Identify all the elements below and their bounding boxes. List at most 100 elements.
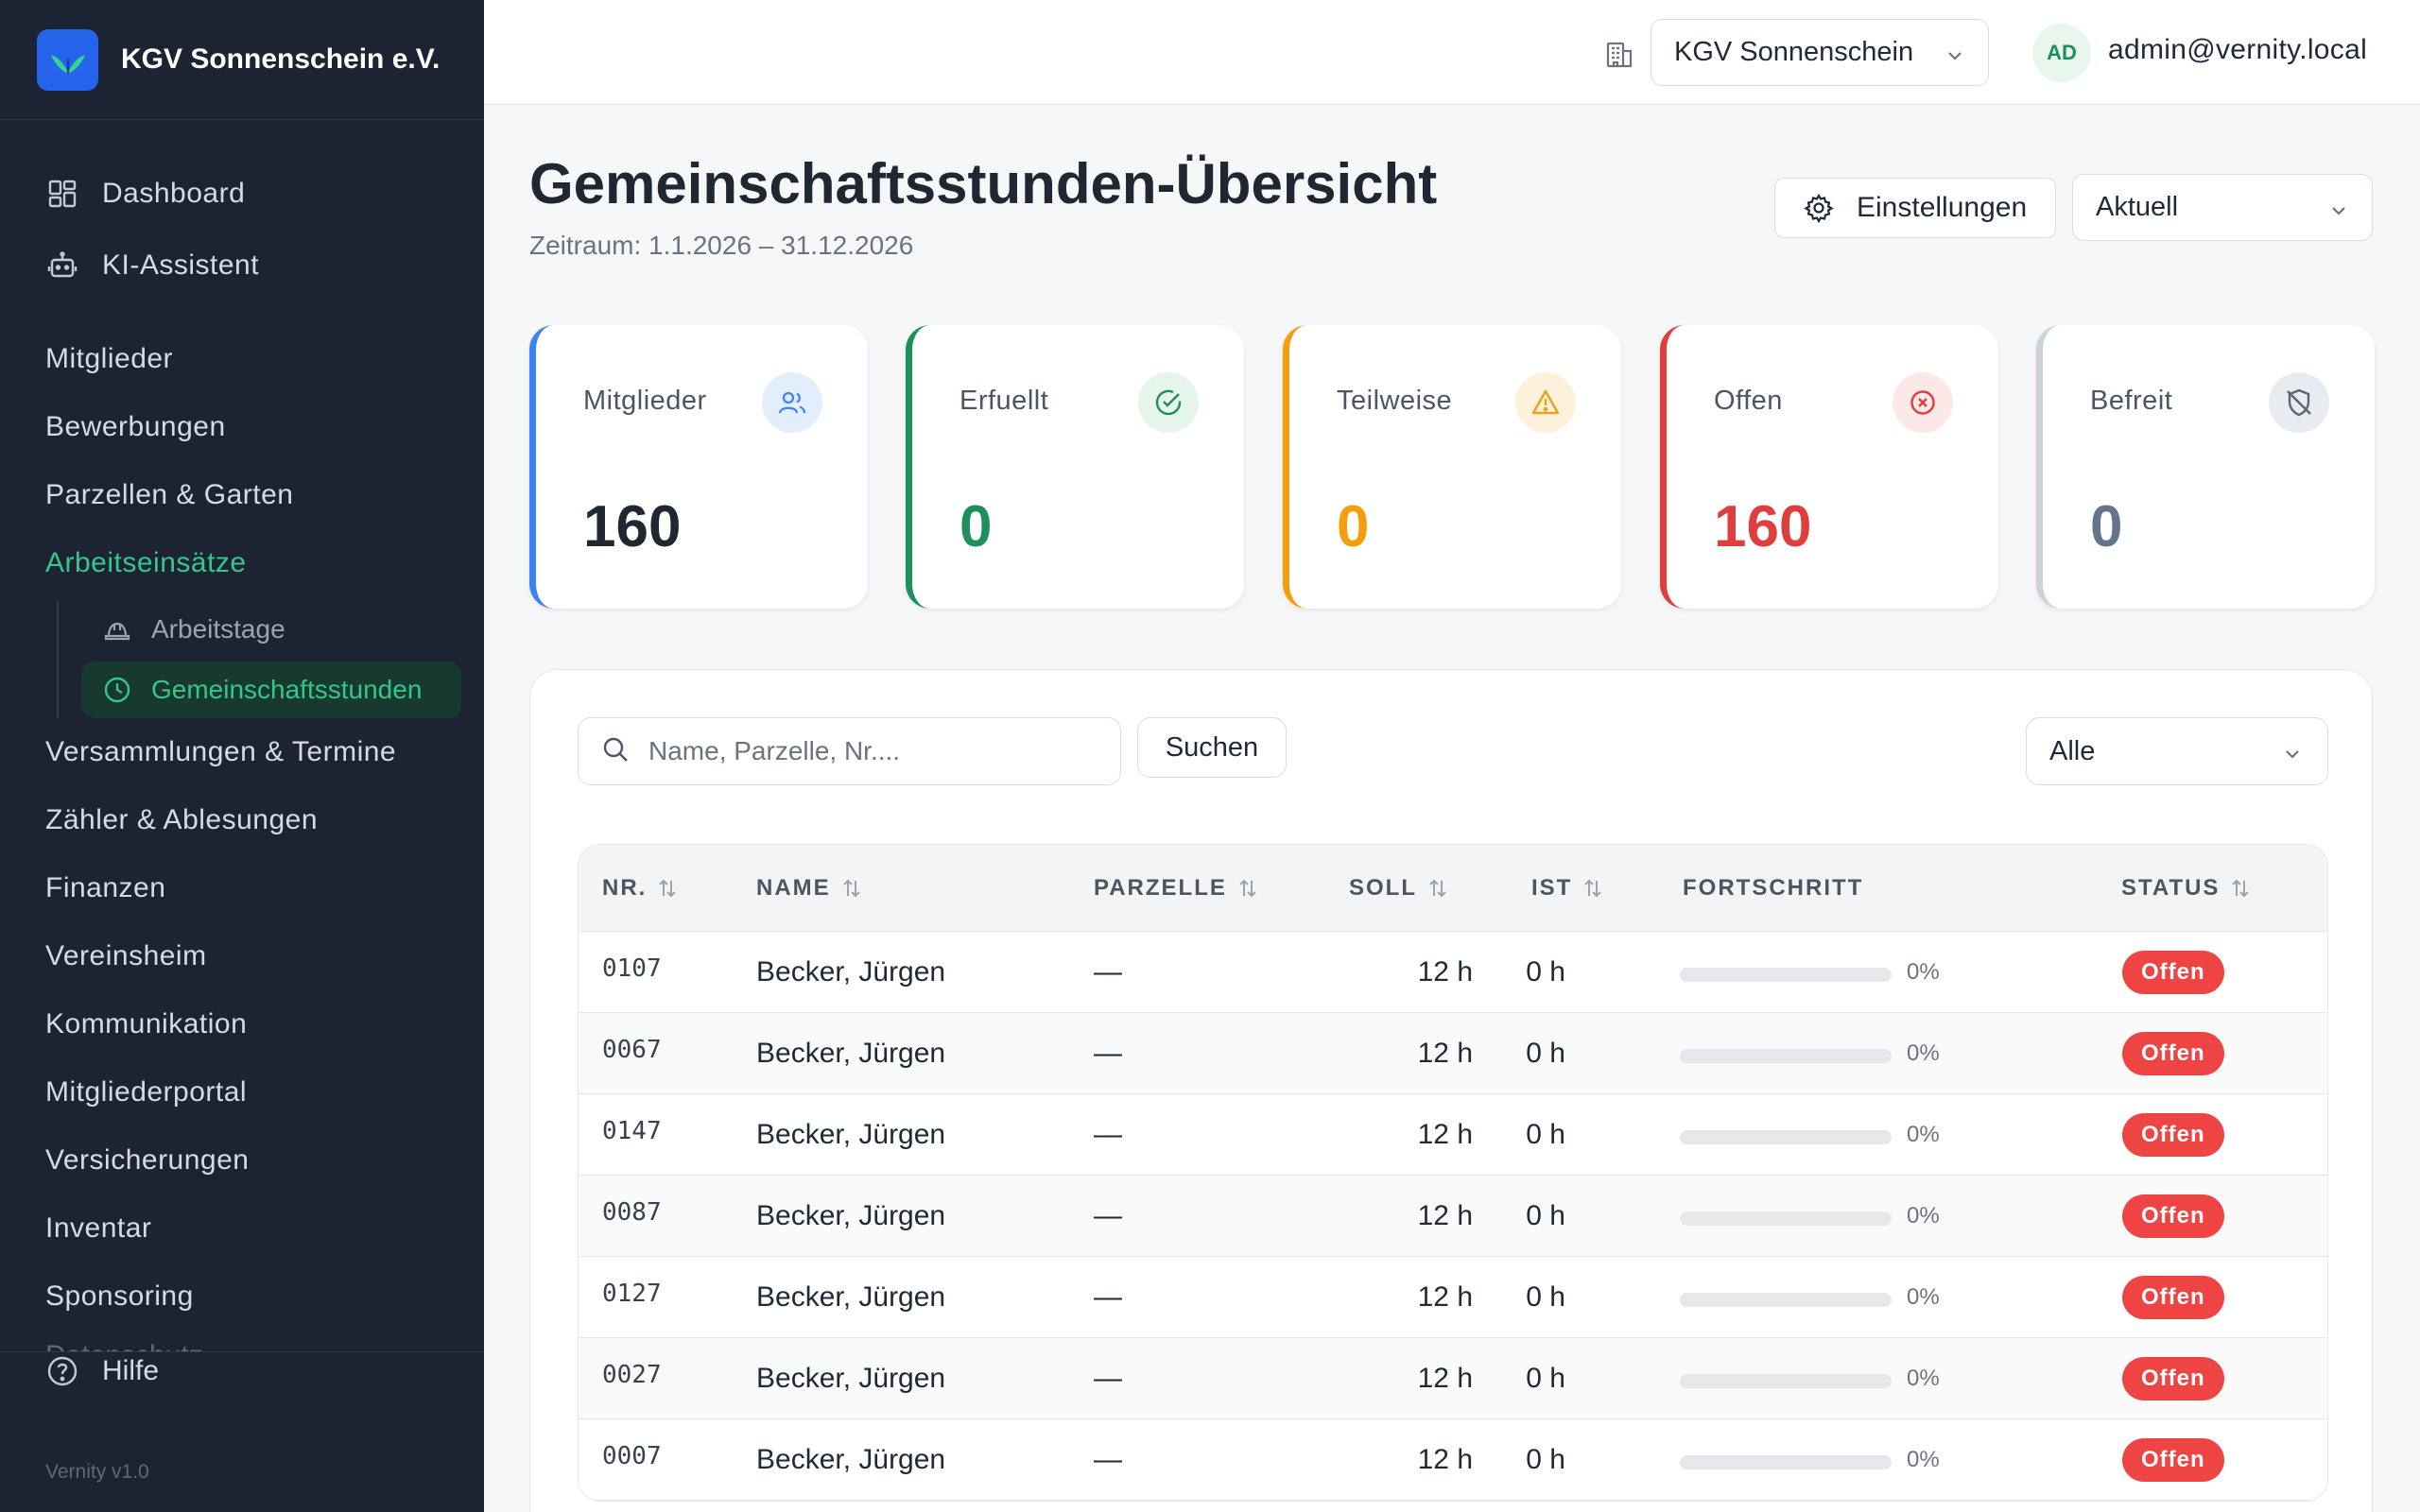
- row-name[interactable]: Becker, Jürgen: [756, 1200, 946, 1231]
- stat-card-befreit[interactable]: Befreit 0: [2036, 325, 2375, 609]
- stat-card-mitglieder[interactable]: Mitglieder 160: [529, 325, 868, 609]
- progress-bar: [1680, 1455, 1892, 1469]
- bot-icon: [45, 249, 79, 283]
- stat-card-offen[interactable]: Offen 160: [1660, 325, 1998, 609]
- table-row[interactable]: 0147 Becker, Jürgen — 12 h 0 h 0% Offen: [579, 1094, 2327, 1176]
- sidebar-item-versammlungen[interactable]: Versammlungen & Termine: [45, 736, 397, 767]
- column-header-parzelle[interactable]: PARZELLE: [1094, 845, 1259, 932]
- sidebar-item-bewerbungen[interactable]: Bewerbungen: [45, 411, 226, 442]
- sidebar-item-dashboard[interactable]: Dashboard: [0, 158, 484, 230]
- sidebar-item-finanzen[interactable]: Finanzen: [45, 872, 166, 903]
- table-row[interactable]: 0007 Becker, Jürgen — 12 h 0 h 0% Offen: [579, 1419, 2327, 1501]
- row-name[interactable]: Becker, Jürgen: [756, 1444, 946, 1475]
- sort-icon: [656, 877, 679, 900]
- table-row[interactable]: 0127 Becker, Jürgen — 12 h 0 h 0% Offen: [579, 1257, 2327, 1338]
- column-header-soll[interactable]: SOLL: [1349, 845, 1449, 932]
- search-box[interactable]: [578, 717, 1121, 785]
- period-select[interactable]: Aktuell: [2072, 174, 2373, 241]
- sidebar-item-zaehler[interactable]: Zähler & Ablesungen: [45, 804, 319, 835]
- status-filter-value: Alle: [2049, 735, 2096, 766]
- row-ist: 0 h: [1526, 956, 1565, 988]
- column-header-nr[interactable]: NR.: [602, 845, 679, 932]
- search-input[interactable]: [648, 736, 1102, 766]
- organization-select[interactable]: KGV Sonnenschein e.V.: [1651, 19, 1989, 86]
- row-nr: 0147: [602, 1117, 662, 1145]
- sidebar-item-kommunikation[interactable]: Kommunikation: [45, 1008, 248, 1040]
- sidebar-item-versicherungen[interactable]: Versicherungen: [45, 1144, 250, 1176]
- organization-select-value: KGV Sonnenschein e.V.: [1674, 37, 1922, 67]
- row-progress-percent: 0%: [1907, 1366, 1940, 1391]
- sort-icon: [840, 877, 863, 900]
- hours-table-panel: Suchen Alle NR. NAME PARZELLE SOLL: [529, 669, 2373, 1512]
- row-soll: 12 h: [1417, 956, 1473, 988]
- row-parzelle: —: [1094, 956, 1122, 988]
- sidebar-item-arbeitseinsaetze[interactable]: Arbeitseinsätze: [45, 547, 247, 578]
- check-circle-icon: [1138, 372, 1199, 433]
- row-name[interactable]: Becker, Jürgen: [756, 956, 946, 988]
- column-header-label: FORTSCHRITT: [1683, 875, 1864, 901]
- row-soll: 12 h: [1417, 1200, 1473, 1231]
- stat-card-erfuellt[interactable]: Erfuellt 0: [906, 325, 1244, 609]
- column-header-ist[interactable]: IST: [1531, 845, 1604, 932]
- sidebar-footer: Hilfe Vernity v1.0: [0, 1351, 484, 1483]
- table-row[interactable]: 0107 Becker, Jürgen — 12 h 0 h 0% Offen: [579, 932, 2327, 1013]
- stat-value: 0: [2090, 494, 2123, 559]
- sidebar-item-arbeitstage[interactable]: Arbeitstage: [81, 601, 461, 658]
- help-label: Hilfe: [102, 1355, 160, 1386]
- shield-off-icon: [2269, 372, 2329, 433]
- status-badge: Offen: [2122, 1113, 2224, 1157]
- row-ist: 0 h: [1526, 1281, 1565, 1313]
- row-nr: 0067: [602, 1036, 662, 1064]
- help-link[interactable]: Hilfe: [0, 1314, 484, 1428]
- sidebar-item-sponsoring[interactable]: Sponsoring: [45, 1280, 194, 1312]
- row-parzelle: —: [1094, 1038, 1122, 1069]
- column-header-label: IST: [1531, 875, 1573, 901]
- table-row[interactable]: 0027 Becker, Jürgen — 12 h 0 h 0% Offen: [579, 1338, 2327, 1419]
- table-header: NR. NAME PARZELLE SOLL IST FORTSCHRITT: [579, 845, 2327, 932]
- row-parzelle: —: [1094, 1281, 1122, 1313]
- row-nr: 0107: [602, 954, 662, 983]
- brand[interactable]: KGV Sonnenschein e.V.: [0, 0, 484, 120]
- sidebar-item-parzellen[interactable]: Parzellen & Garten: [45, 479, 294, 510]
- sidebar-item-vereinsheim[interactable]: Vereinsheim: [45, 940, 207, 971]
- table-row[interactable]: 0067 Becker, Jürgen — 12 h 0 h 0% Offen: [579, 1013, 2327, 1094]
- row-ist: 0 h: [1526, 1119, 1565, 1150]
- row-name[interactable]: Becker, Jürgen: [756, 1038, 946, 1069]
- column-header-status[interactable]: STATUS: [2121, 845, 2252, 932]
- sidebar-item-ki-assistent[interactable]: KI-Assistent: [0, 230, 484, 301]
- progress-bar: [1680, 1130, 1892, 1144]
- row-name[interactable]: Becker, Jürgen: [756, 1281, 946, 1313]
- dashboard-icon: [45, 177, 79, 211]
- column-header-name[interactable]: NAME: [756, 845, 863, 932]
- table-row[interactable]: 0087 Becker, Jürgen — 12 h 0 h 0% Offen: [579, 1176, 2327, 1257]
- sidebar-item-label: Dashboard: [102, 178, 246, 209]
- sidebar-item-mitgliederportal[interactable]: Mitgliederportal: [45, 1076, 248, 1108]
- row-name[interactable]: Becker, Jürgen: [756, 1119, 946, 1150]
- table-body: 0107 Becker, Jürgen — 12 h 0 h 0% Offen …: [579, 932, 2327, 1501]
- progress-bar: [1680, 1211, 1892, 1226]
- status-filter-select[interactable]: Alle: [2026, 717, 2328, 785]
- progress-bar: [1680, 1293, 1892, 1307]
- users-icon: [762, 372, 822, 433]
- sidebar: KGV Sonnenschein e.V. Dashboard KI-Assis…: [0, 0, 484, 1512]
- row-soll: 12 h: [1417, 1119, 1473, 1150]
- stat-value: 160: [583, 494, 682, 559]
- version-label: Vernity v1.0: [45, 1461, 149, 1483]
- sidebar-item-mitglieder[interactable]: Mitglieder: [45, 343, 174, 374]
- settings-button[interactable]: Einstellungen: [1774, 178, 2056, 238]
- row-parzelle: —: [1094, 1363, 1122, 1394]
- help-icon: [45, 1354, 79, 1388]
- sidebar-item-gemeinschaftsstunden[interactable]: Gemeinschaftsstunden: [81, 662, 461, 718]
- status-badge: Offen: [2122, 1194, 2224, 1238]
- sidebar-item-datenschutz[interactable]: Datenschutz: [45, 1340, 203, 1351]
- search-button[interactable]: Suchen: [1137, 717, 1287, 778]
- sidebar-item-inventar[interactable]: Inventar: [45, 1212, 152, 1244]
- row-ist: 0 h: [1526, 1200, 1565, 1231]
- user-email[interactable]: admin@vernity.local: [2108, 34, 2368, 65]
- avatar[interactable]: AD: [2032, 24, 2091, 82]
- sort-icon: [1426, 877, 1449, 900]
- row-name[interactable]: Becker, Jürgen: [756, 1363, 946, 1394]
- stat-card-teilweise[interactable]: Teilweise 0: [1283, 325, 1621, 609]
- sidebar-submenu: Arbeitstage Gemeinschaftsstunden: [57, 601, 484, 718]
- chevron-down-icon: [1945, 43, 1965, 74]
